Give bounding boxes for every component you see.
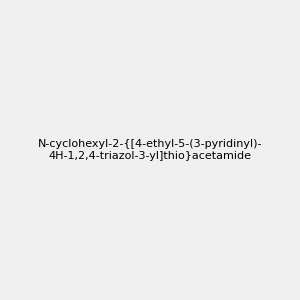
- Text: N-cyclohexyl-2-{[4-ethyl-5-(3-pyridinyl)-
4H-1,2,4-triazol-3-yl]thio}acetamide: N-cyclohexyl-2-{[4-ethyl-5-(3-pyridinyl)…: [38, 139, 262, 161]
